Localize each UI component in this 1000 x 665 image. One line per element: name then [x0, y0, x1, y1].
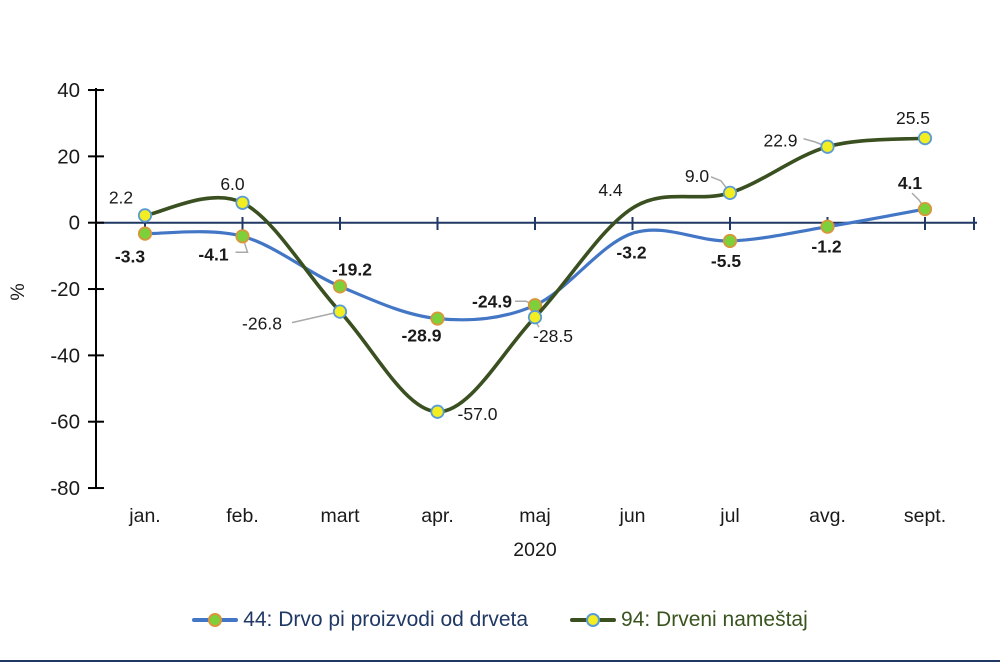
y-tick-label: -80	[50, 477, 80, 500]
data-label: -57.0	[458, 404, 498, 424]
data-label: 22.9	[763, 131, 797, 151]
x-tick-label: mart	[321, 505, 361, 527]
legend-swatch-series-94	[570, 613, 617, 627]
legend-item-series-94: 94: Drveni nameštaj	[570, 608, 808, 632]
data-label: 6.0	[220, 174, 245, 194]
data-point-marker	[527, 310, 543, 325]
legend-swatch-series-44	[192, 613, 239, 627]
legend-label-series-44: 44: Drvo pi proizvodi od drveta	[243, 608, 529, 631]
data-point-marker	[430, 311, 445, 326]
data-point-marker	[820, 139, 835, 154]
data-label: 9.0	[685, 166, 710, 186]
data-point-marker	[917, 202, 933, 217]
data-label: -24.9	[472, 291, 512, 311]
data-label: 4.4	[598, 180, 623, 200]
data-label: -28.5	[533, 326, 573, 346]
data-point-marker	[332, 304, 348, 319]
data-point-marker	[235, 229, 250, 244]
y-tick-label: -40	[50, 344, 80, 367]
y-axis-title: %	[7, 283, 29, 300]
data-label: -3.3	[115, 247, 145, 267]
data-point-marker	[332, 279, 348, 294]
data-point-marker	[430, 404, 445, 419]
data-point-marker	[917, 131, 933, 146]
data-label: 2.2	[109, 187, 133, 207]
data-label: -26.8	[242, 314, 282, 334]
data-label: -1.2	[811, 237, 841, 257]
y-tick-label: -20	[50, 278, 80, 301]
data-point-marker	[722, 185, 738, 200]
data-point-marker	[235, 195, 250, 210]
y-tick-label: -60	[50, 411, 80, 434]
x-tick-label: avg.	[809, 505, 846, 527]
x-tick-label: feb.	[226, 505, 259, 527]
x-tick-label: maj	[519, 505, 550, 527]
x-tick-label: jul	[719, 505, 740, 527]
chart-legend: 44: Drvo pi proizvodi od drveta 94: Drve…	[0, 608, 1000, 632]
data-label: -3.2	[616, 242, 646, 262]
legend-item-series-44: 44: Drvo pi proizvodi od drveta	[192, 608, 528, 632]
x-tick-label: jun	[618, 505, 645, 527]
data-point-marker	[722, 233, 738, 249]
legend-marker-icon	[586, 613, 601, 627]
data-label: 4.1	[898, 173, 923, 193]
x-tick-label: sept.	[904, 505, 946, 527]
line-chart: 40 20 0 -20 -40 -60 -80% jan. feb. mart apr. maj jun…	[7, 79, 977, 561]
y-tick-label: 0	[69, 212, 80, 235]
x-axis-year-label: 2020	[513, 539, 557, 561]
x-tick-label: jan.	[128, 505, 160, 527]
data-label: -28.9	[402, 326, 442, 346]
legend-marker-icon	[208, 613, 223, 627]
data-label: 25.5	[896, 108, 930, 128]
x-tick-label: apr.	[421, 505, 454, 527]
y-tick-label: 40	[57, 79, 80, 102]
y-tick-label: 20	[57, 145, 80, 168]
data-label: -4.1	[198, 244, 228, 264]
data-label: -19.2	[332, 259, 372, 279]
data-label: -5.5	[711, 251, 741, 271]
line-series-94	[143, 136, 927, 414]
data-point-marker	[137, 208, 153, 223]
data-point-marker	[820, 219, 835, 234]
data-point-marker	[137, 226, 153, 241]
data-point-marker	[527, 298, 543, 313]
bottom-divider	[0, 660, 1000, 662]
label-leader-line	[291, 310, 341, 324]
legend-label-series-94: 94: Drveni nameštaj	[621, 608, 808, 631]
